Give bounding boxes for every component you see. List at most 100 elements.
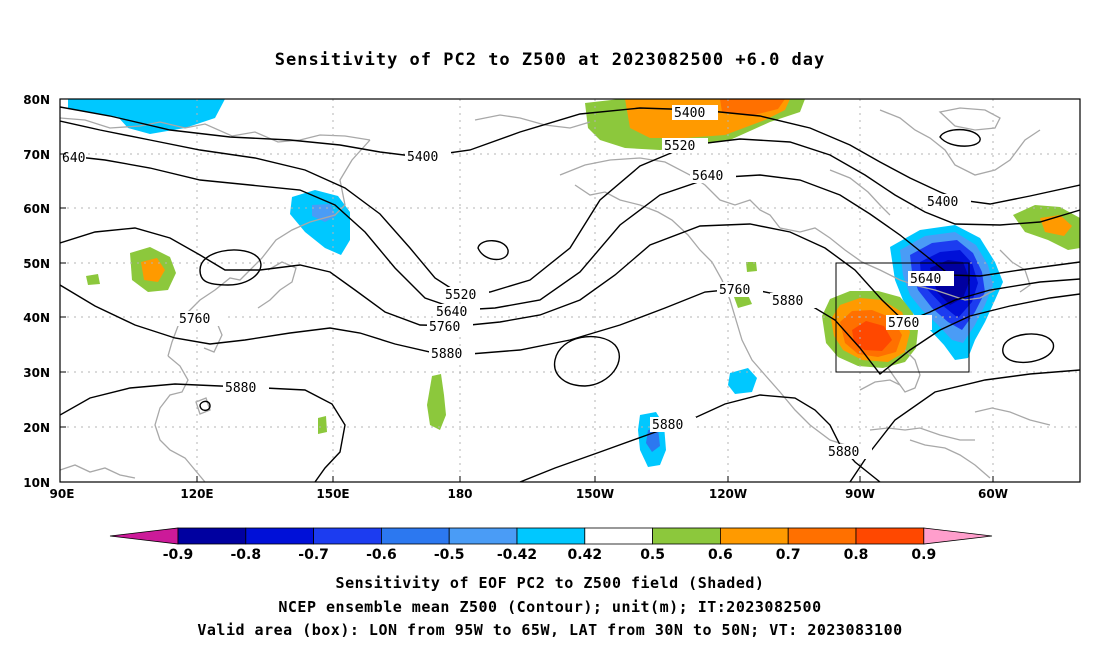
lat-label: 40N xyxy=(23,311,50,325)
contour-label-bg xyxy=(405,149,451,164)
contour-label-bg xyxy=(434,304,480,319)
contour-label-bg xyxy=(177,311,223,326)
coastline xyxy=(195,397,211,415)
colorbar-segment xyxy=(245,527,315,545)
lat-label: 30N xyxy=(23,366,50,380)
shade-region xyxy=(318,416,327,434)
contour-label-bg xyxy=(690,168,736,183)
coastline xyxy=(938,107,1001,131)
lon-label: 150E xyxy=(316,487,349,501)
contour-line xyxy=(939,128,981,147)
coastline xyxy=(559,157,781,229)
longitude-labels: 90E 120E 150E 180 150W 120W 90W 60W xyxy=(50,487,1008,501)
colorbar-label: 0.42 xyxy=(568,547,603,563)
colorbar-label: -0.8 xyxy=(230,547,261,563)
coastline xyxy=(887,349,921,393)
colorbar-segment xyxy=(313,527,382,545)
contour-label-bg xyxy=(886,315,932,330)
contour-label-bg xyxy=(429,346,475,361)
contour-line xyxy=(553,335,621,387)
contour-line xyxy=(199,400,211,412)
contour-label-bg xyxy=(717,282,763,297)
shade-region xyxy=(68,99,225,134)
colorbar-label: -0.7 xyxy=(298,547,329,563)
contour-label: 5760 xyxy=(888,316,919,331)
contour-label-bg xyxy=(60,150,86,165)
colorbar-segment xyxy=(720,527,789,545)
shade-region xyxy=(86,274,100,285)
lat-label: 80N xyxy=(23,93,50,107)
colorbar: -0.9 -0.8 -0.7 -0.6 -0.5 -0.42 0.42 0.5 … xyxy=(109,527,993,563)
contour-label-bg xyxy=(908,271,954,286)
coastline xyxy=(154,355,206,482)
colorbar-label: -0.9 xyxy=(163,547,194,563)
colorbar-label: 0.6 xyxy=(708,547,733,563)
axis-ticks xyxy=(60,98,994,482)
map-frame xyxy=(59,98,1081,483)
shade-region xyxy=(290,190,350,255)
coastline xyxy=(257,261,297,309)
colorbar-segment xyxy=(652,527,721,545)
contour-label: 5640 xyxy=(910,272,941,287)
shade-region xyxy=(720,99,785,116)
lat-label: 50N xyxy=(23,257,50,271)
lon-label: 90E xyxy=(50,487,75,501)
lat-label: 10N xyxy=(23,476,50,490)
lon-label: 150W xyxy=(576,487,614,501)
coastline xyxy=(909,439,991,479)
contour-line xyxy=(1002,333,1055,364)
shade-region xyxy=(852,321,892,351)
contour-label: 5760 xyxy=(179,312,210,327)
contour-label: 5880 xyxy=(828,445,859,460)
colorbar-label: -0.42 xyxy=(497,547,537,563)
contour-label: 5520 xyxy=(445,288,476,303)
caption-contour: NCEP ensemble mean Z500 (Contour); unit(… xyxy=(278,598,822,616)
shade-region xyxy=(734,295,752,308)
sensitivity-shading xyxy=(68,99,1080,467)
coastline xyxy=(974,407,1051,426)
shade-region xyxy=(728,368,757,394)
coastline xyxy=(779,227,996,301)
contour-label: 5880 xyxy=(431,347,462,362)
contour-label-bg xyxy=(223,380,269,395)
contour-line xyxy=(60,284,1080,375)
coastline xyxy=(60,464,136,479)
colorbar-right-arrow xyxy=(923,527,993,545)
contour-label: 5880 xyxy=(772,294,803,309)
latitude-labels: 80N 70N 60N 50N 40N 30N 20N 10N xyxy=(23,93,50,490)
colorbar-label: 0.7 xyxy=(776,547,801,563)
lon-label: 60W xyxy=(978,487,1008,501)
coastline xyxy=(474,114,591,129)
shade-region xyxy=(312,204,336,222)
contour-label-bg xyxy=(826,444,872,459)
colorbar-segment xyxy=(177,527,247,545)
contour-label: 5520 xyxy=(664,139,695,154)
contour-label-bg xyxy=(662,138,708,153)
contour-label: 5640 xyxy=(436,305,467,320)
contour-label: 640 xyxy=(62,151,85,166)
contour-line xyxy=(60,383,346,482)
contour-line xyxy=(60,120,1080,295)
colorbar-labels: -0.9 -0.8 -0.7 -0.6 -0.5 -0.42 0.42 0.5 … xyxy=(163,547,937,563)
colorbar-label: 0.9 xyxy=(911,547,936,563)
valid-area-box xyxy=(835,262,970,373)
contour-label: 5880 xyxy=(225,381,256,396)
colorbar-segment xyxy=(787,527,857,545)
caption-valid-area: Valid area (box): LON from 95W to 65W, L… xyxy=(197,621,903,639)
lat-label: 60N xyxy=(23,202,50,216)
coastline xyxy=(879,109,1041,176)
coastline xyxy=(859,379,901,391)
colorbar-segment xyxy=(448,527,518,545)
coastline xyxy=(574,184,856,449)
contour-label: 5640 xyxy=(692,169,723,184)
colorbar-segment xyxy=(380,527,450,545)
colorbar-segment xyxy=(584,527,653,545)
contour-label: 5400 xyxy=(674,106,705,121)
colorbar-label: -0.5 xyxy=(434,547,465,563)
caption-shaded: Sensitivity of EOF PC2 to Z500 field (Sh… xyxy=(335,574,765,592)
shade-region xyxy=(141,258,165,282)
coastline xyxy=(829,169,891,216)
contour-label: 5400 xyxy=(407,150,438,165)
contour-labels: 640 5400 5400 5520 5640 5400 5760 5520 5… xyxy=(60,105,971,460)
